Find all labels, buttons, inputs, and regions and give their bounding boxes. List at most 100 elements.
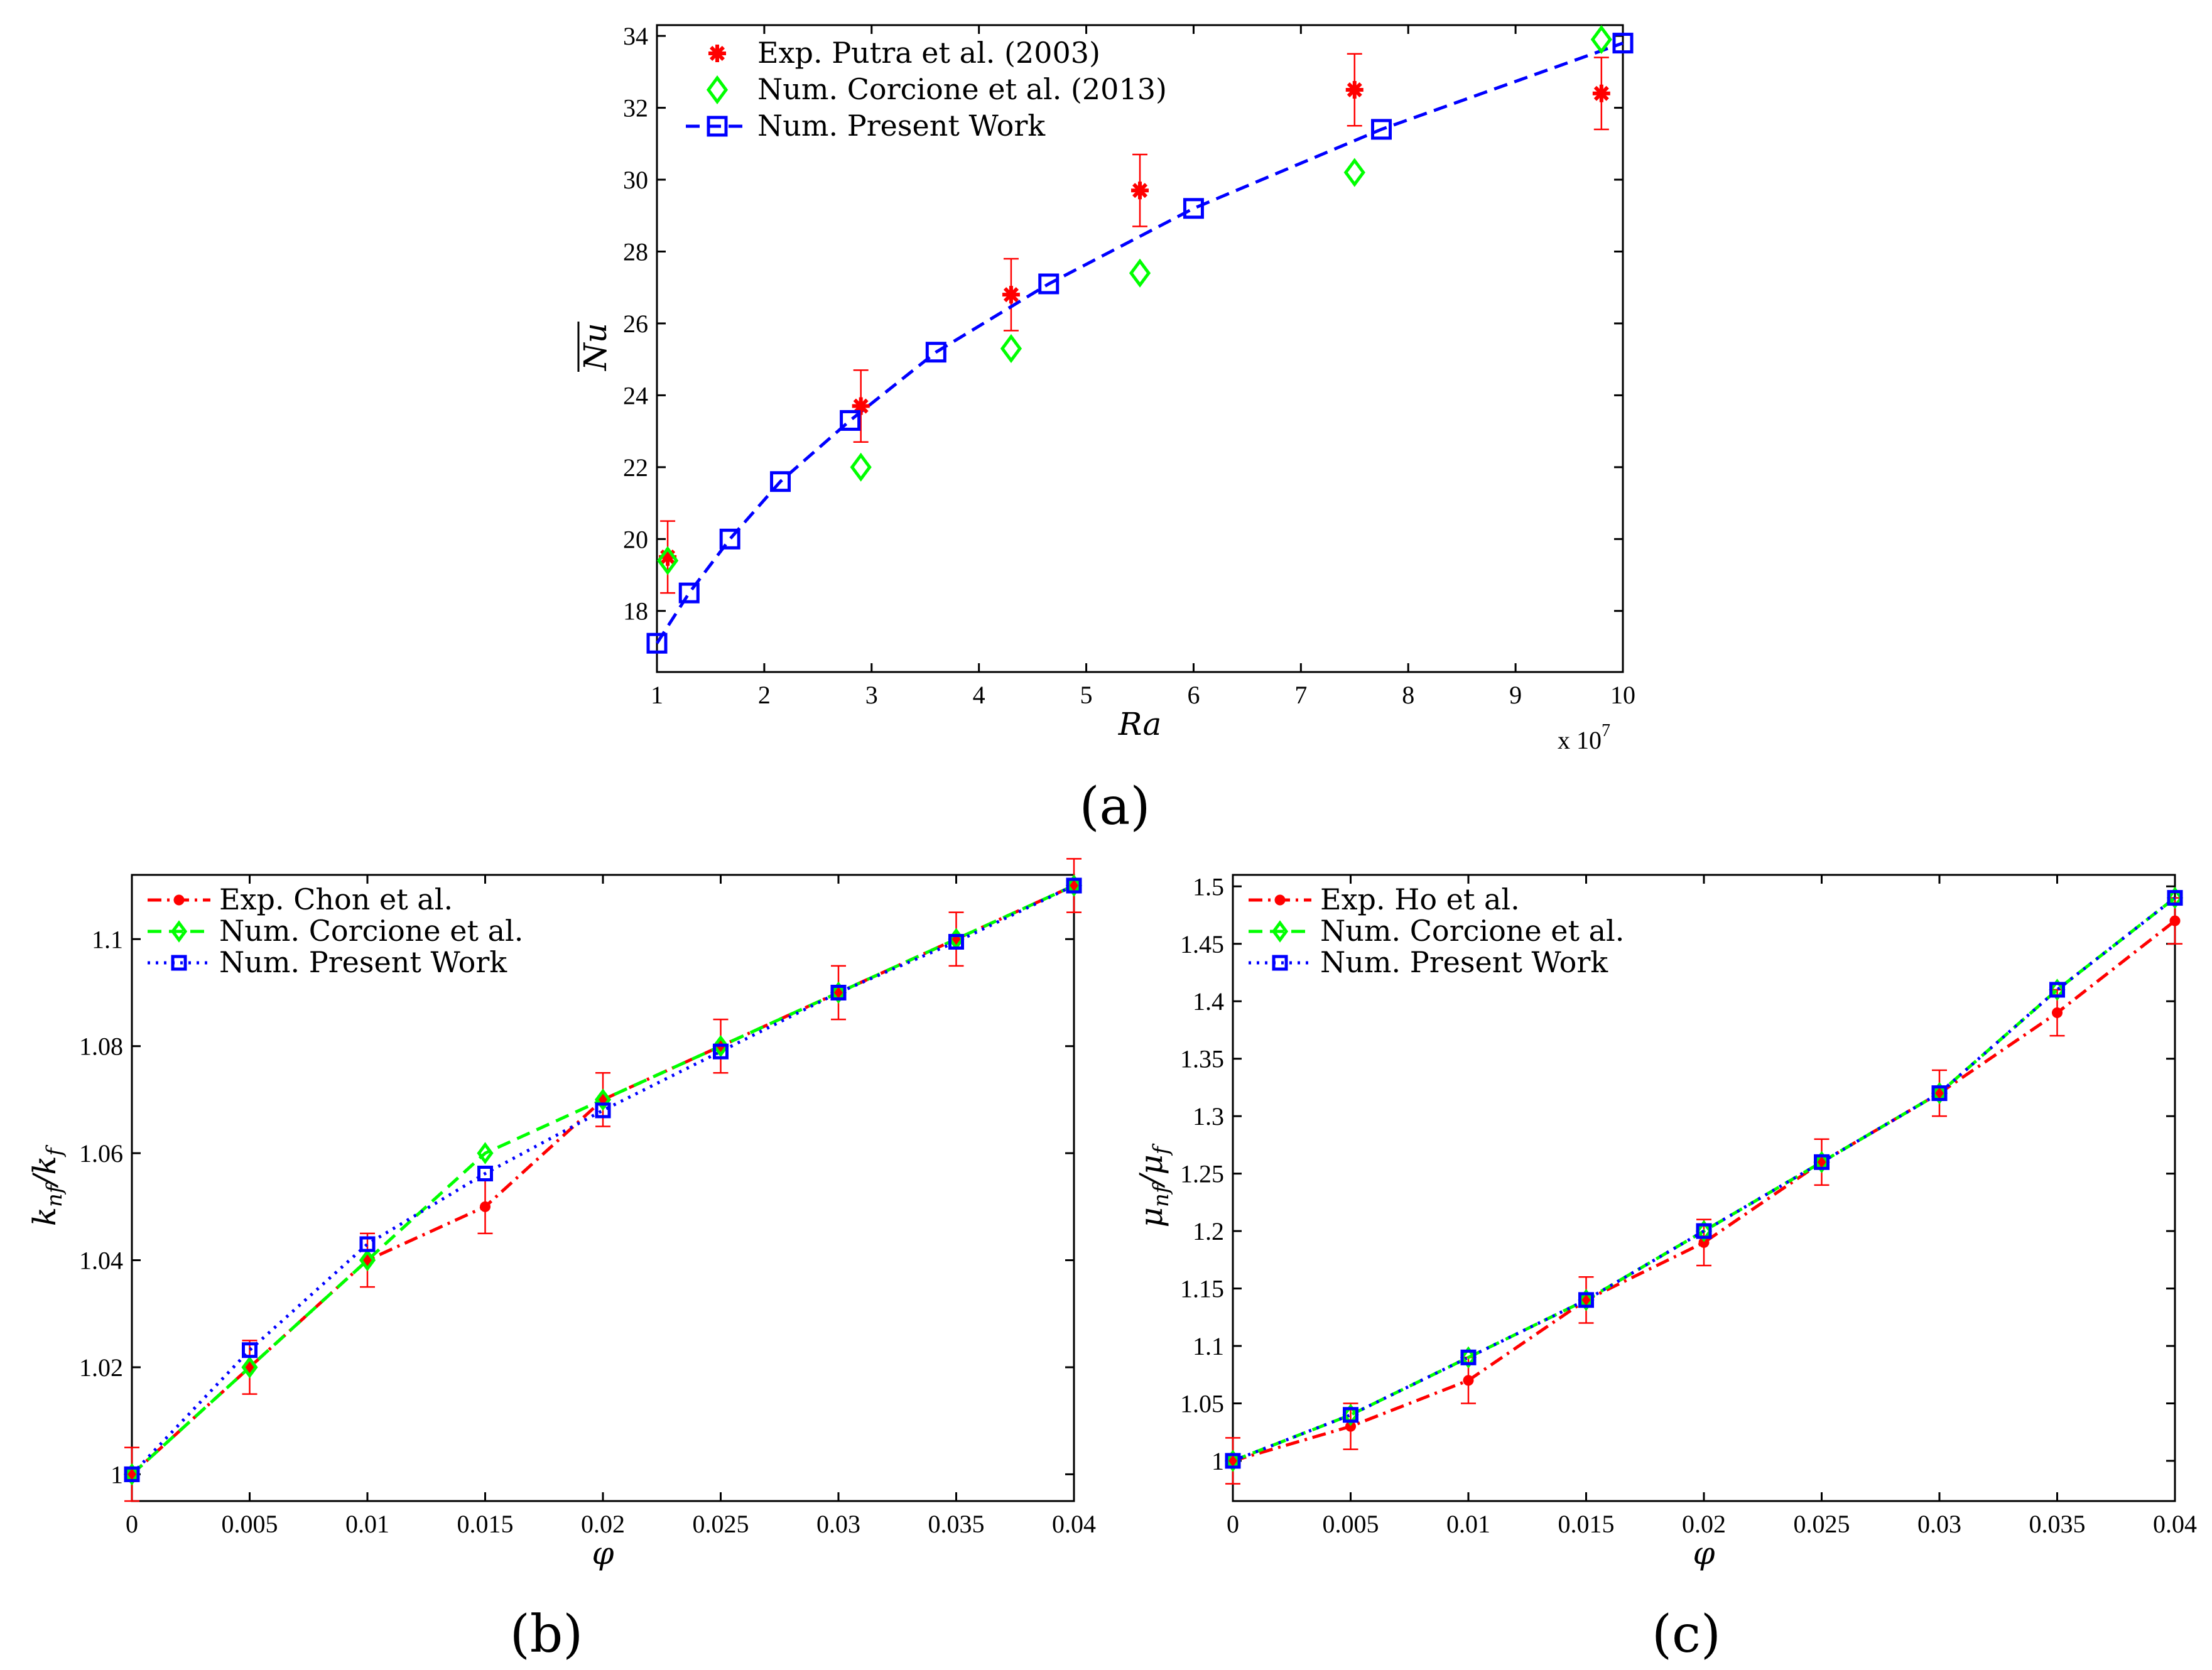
data-point-c-1 (1460, 1346, 1477, 1369)
legend-label-b-1: Num. Corcione et al. (219, 914, 523, 948)
legend-label-a-1: Num. Corcione et al. (2013) (757, 72, 1167, 106)
x-tick-label-a: 3 (865, 681, 878, 709)
panel-label-b: (b) (510, 1605, 583, 1664)
data-point-b-1 (1065, 874, 1083, 897)
x-tick-label-b: 0.035 (928, 1510, 985, 1538)
y-tick-label-c: 1.1 (1193, 1332, 1224, 1360)
data-point-a-2 (646, 632, 668, 654)
data-point-b-1 (477, 1142, 494, 1164)
data-point-b-1 (830, 981, 847, 1004)
y-tick-label-a: 22 (623, 453, 648, 482)
y-tick-label-a: 18 (623, 597, 648, 626)
y-tick-label-c: 1.15 (1180, 1275, 1224, 1303)
legend-label-a-0: Exp. Putra et al. (2003) (757, 36, 1100, 70)
legend-marker-a-1 (706, 75, 729, 105)
data-point-c-1 (1813, 1151, 1830, 1174)
error-bars-c (1225, 897, 2182, 1485)
data-point-c-1 (1578, 1289, 1595, 1311)
data-point-c-1 (2166, 886, 2184, 909)
y-tick-label-c: 1.45 (1180, 930, 1224, 958)
legend-label-b-2: Num. Present Work (219, 945, 507, 979)
legend-b: Exp. Chon et al.Num. Corcione et al.Num.… (148, 882, 523, 979)
data-point-c-0 (2169, 915, 2181, 926)
x-tick-label-b: 0 (126, 1510, 138, 1538)
data-point-b-2 (477, 1165, 493, 1181)
data-point-c-2 (1225, 1453, 1241, 1469)
data-point-b-0 (480, 1201, 491, 1212)
data-point-b-2 (713, 1043, 729, 1060)
x-axis-label-a: Ra (1118, 706, 1162, 742)
data-point-a-1 (1590, 24, 1612, 54)
data-point-c-0 (1463, 1375, 1474, 1386)
data-point-b-2 (948, 934, 964, 950)
legend-label-c-0: Exp. Ho et al. (1320, 882, 1520, 916)
x-tick-label-a: 8 (1402, 681, 1414, 709)
plot-frame-a (656, 24, 1624, 673)
y-tick-label-a: 28 (623, 238, 648, 266)
series-line-a-2 (655, 41, 1624, 644)
y-tick-label-c: 1.4 (1193, 987, 1224, 1016)
data-point-a-2 (719, 528, 740, 550)
panel-c: 0 0.005 0.01 0.015 0.02 0.025 0.03 0.035 0.04 1 1.… (1133, 872, 2197, 1664)
data-point-c-1 (1695, 1220, 1713, 1242)
series-lines-c (1232, 896, 2176, 1463)
x-tick-label-b: 0.04 (1052, 1510, 1096, 1538)
data-point-c-2 (1343, 1407, 1358, 1423)
x-tick-label-a: 7 (1294, 681, 1307, 709)
legend-label-b-0: Exp. Chon et al. (219, 882, 453, 916)
data-point-a-0 (852, 397, 870, 415)
data-point-c-2 (1578, 1292, 1594, 1308)
data-point-b-2 (124, 1466, 140, 1482)
series-line-c-2 (1232, 896, 2176, 1463)
series-line-c-1 (1232, 896, 2176, 1463)
series-markers-b (123, 874, 1083, 1486)
x-tick-label-c: 0.03 (1917, 1510, 1961, 1538)
data-point-a-0 (1002, 286, 1020, 304)
x-tick-label-c: 0.005 (1323, 1510, 1379, 1538)
x-tick-label-a: 6 (1187, 681, 1200, 709)
x-tick-label-a: 4 (973, 681, 985, 709)
data-point-c-1 (2049, 979, 2066, 1001)
y-tick-label-a: 24 (623, 381, 648, 409)
data-point-a-0 (1592, 84, 1610, 102)
data-point-a-2 (678, 582, 700, 604)
x-tick-label-b: 0.025 (693, 1510, 749, 1538)
x-tick-label-a: 9 (1509, 681, 1522, 709)
x-axis-label-c: φ (1693, 1535, 1715, 1571)
data-point-a-2 (1183, 198, 1204, 219)
data-point-a-1 (656, 546, 679, 575)
x-tick-label-c: 0.01 (1446, 1510, 1490, 1538)
y-tick-label-c: 1.25 (1180, 1160, 1224, 1188)
data-point-c-2 (1931, 1085, 1948, 1102)
data-point-a-0 (1131, 182, 1149, 200)
data-point-c-0 (2052, 1007, 2063, 1019)
x-tick-label-a: 1 (651, 681, 663, 709)
data-point-a-2 (1612, 33, 1634, 54)
data-point-a-1 (1343, 158, 1365, 187)
legend-marker-a-2 (707, 116, 728, 137)
data-point-c-1 (1224, 1450, 1242, 1472)
data-point-a-1 (850, 452, 872, 482)
x-tick-label-c: 0 (1227, 1510, 1239, 1538)
data-point-a-2 (840, 409, 861, 431)
data-point-c-2 (2049, 982, 2065, 998)
y-tick-label-c: 1.05 (1180, 1390, 1224, 1418)
legend-marker-b-2 (171, 955, 187, 971)
data-point-a-2 (770, 471, 791, 492)
data-point-c-2 (1460, 1349, 1477, 1365)
svg-text:Nu: Nu (577, 323, 614, 371)
legend-marker-c-2 (1272, 955, 1288, 971)
legend-marker-c-1 (1271, 920, 1289, 943)
series-lines-a (655, 41, 1624, 644)
y-tick-label-a: 32 (623, 94, 648, 122)
x-tick-label-c: 0.02 (1682, 1510, 1726, 1538)
y-tick-label-b: 1 (111, 1460, 123, 1488)
y-axis-label-b: knf/kf (26, 1144, 67, 1226)
legend-label-a-2: Num. Present Work (757, 109, 1046, 143)
legend-marker-a-0 (708, 45, 726, 62)
y-tick-label-a: 26 (623, 310, 648, 338)
x-tick-label-b: 0.03 (816, 1510, 860, 1538)
panel-label-a: (a) (1080, 777, 1151, 837)
